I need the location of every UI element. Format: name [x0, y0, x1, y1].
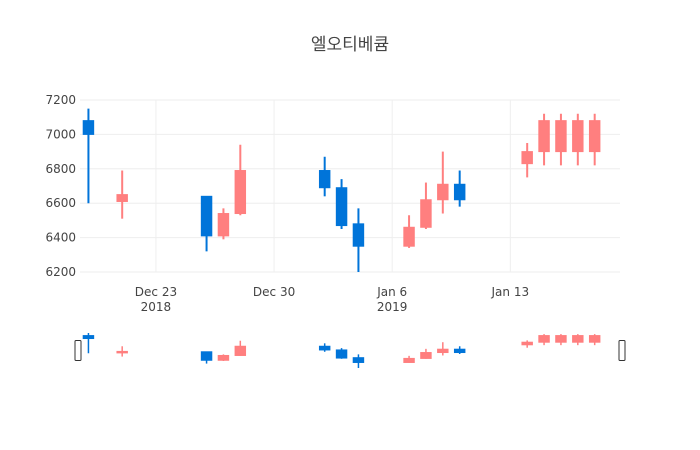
candle-body: [116, 194, 128, 202]
slider-candle: [538, 334, 550, 346]
slider-candle: [82, 333, 95, 354]
candle-body: [538, 335, 550, 343]
y-tick-label: 6400: [45, 231, 76, 245]
candle: [453, 170, 466, 207]
slider-candle: [116, 346, 128, 357]
slider-candle: [352, 354, 365, 368]
x-tick-label: Jan 6: [376, 285, 407, 299]
candle: [318, 156, 331, 197]
candle-body: [352, 223, 365, 247]
slider-candle: [200, 351, 213, 364]
candle-body: [234, 170, 247, 215]
candles: [82, 108, 601, 272]
slider-candle: [420, 348, 432, 359]
slider-candle: [453, 346, 466, 354]
slider-candle: [555, 334, 567, 346]
y-axis: 6200 6400 6600 6800 7000 7200: [45, 93, 76, 279]
candle-body: [352, 357, 365, 363]
slider-candle: [234, 340, 247, 356]
slider-candle: [217, 354, 230, 361]
candle-body: [572, 335, 584, 343]
candle-body: [555, 335, 567, 343]
y-tick-label: 7000: [45, 127, 76, 141]
candle: [572, 113, 584, 166]
candle-body: [420, 199, 432, 228]
slider-candle: [588, 334, 601, 346]
candle-body: [588, 120, 601, 153]
range-slider[interactable]: [74, 330, 626, 371]
candle-body: [453, 348, 466, 354]
x-tick-label: Dec 23: [135, 285, 177, 299]
candle-body: [403, 357, 415, 363]
range-handle-right[interactable]: [618, 340, 626, 361]
candle: [335, 179, 348, 229]
y-tick-label: 6800: [45, 162, 76, 176]
slider-candle: [335, 348, 348, 359]
y-tick-label: 6600: [45, 196, 76, 210]
slider-candle: [437, 342, 449, 356]
candle-body: [538, 120, 550, 153]
candle-body: [217, 213, 230, 237]
candle: [200, 195, 213, 252]
candle-body: [437, 183, 449, 201]
chart-title: 엘오티베큠: [311, 35, 389, 55]
y-tick-label: 7200: [45, 93, 76, 107]
candle-body: [335, 349, 348, 359]
candle: [588, 113, 601, 166]
x-tick-label: Jan 13: [491, 285, 530, 299]
grid: [80, 99, 620, 273]
candle-body: [437, 348, 449, 354]
candle: [403, 215, 415, 248]
candle-body: [116, 350, 128, 354]
candle-body: [234, 345, 247, 356]
candle-body: [335, 187, 348, 227]
candle-body: [555, 120, 567, 153]
x-tick-label: Dec 30: [253, 285, 295, 299]
y-tick-label: 6200: [45, 265, 76, 279]
candle: [352, 208, 365, 272]
candle: [420, 182, 432, 229]
candle-body: [82, 120, 95, 135]
candle-body: [318, 170, 331, 189]
candle-body: [318, 345, 331, 351]
slider-candle: [521, 340, 533, 348]
candle-body: [403, 226, 415, 247]
candle-body: [572, 120, 584, 153]
candle-body: [453, 183, 466, 201]
x-tick-year-label: 2019: [377, 300, 408, 314]
x-tick-year-label: 2018: [141, 300, 172, 314]
candle: [116, 170, 128, 219]
candle: [538, 113, 550, 166]
candle-body: [420, 352, 432, 359]
slider-candle: [318, 343, 331, 352]
candle-body: [521, 341, 533, 346]
candle-body: [217, 354, 230, 361]
candle: [217, 208, 230, 240]
candle: [555, 113, 567, 166]
candle-body: [588, 335, 601, 343]
slider-candle: [403, 355, 415, 363]
candle-body: [200, 351, 213, 361]
candle-body: [521, 151, 533, 165]
slider-candle: [572, 334, 584, 346]
candle: [437, 151, 449, 214]
candle: [521, 143, 533, 178]
candle: [82, 108, 95, 204]
candle-body: [82, 335, 95, 340]
range-handle-left[interactable]: [74, 340, 82, 361]
candle: [234, 144, 247, 216]
candle-body: [200, 195, 213, 237]
